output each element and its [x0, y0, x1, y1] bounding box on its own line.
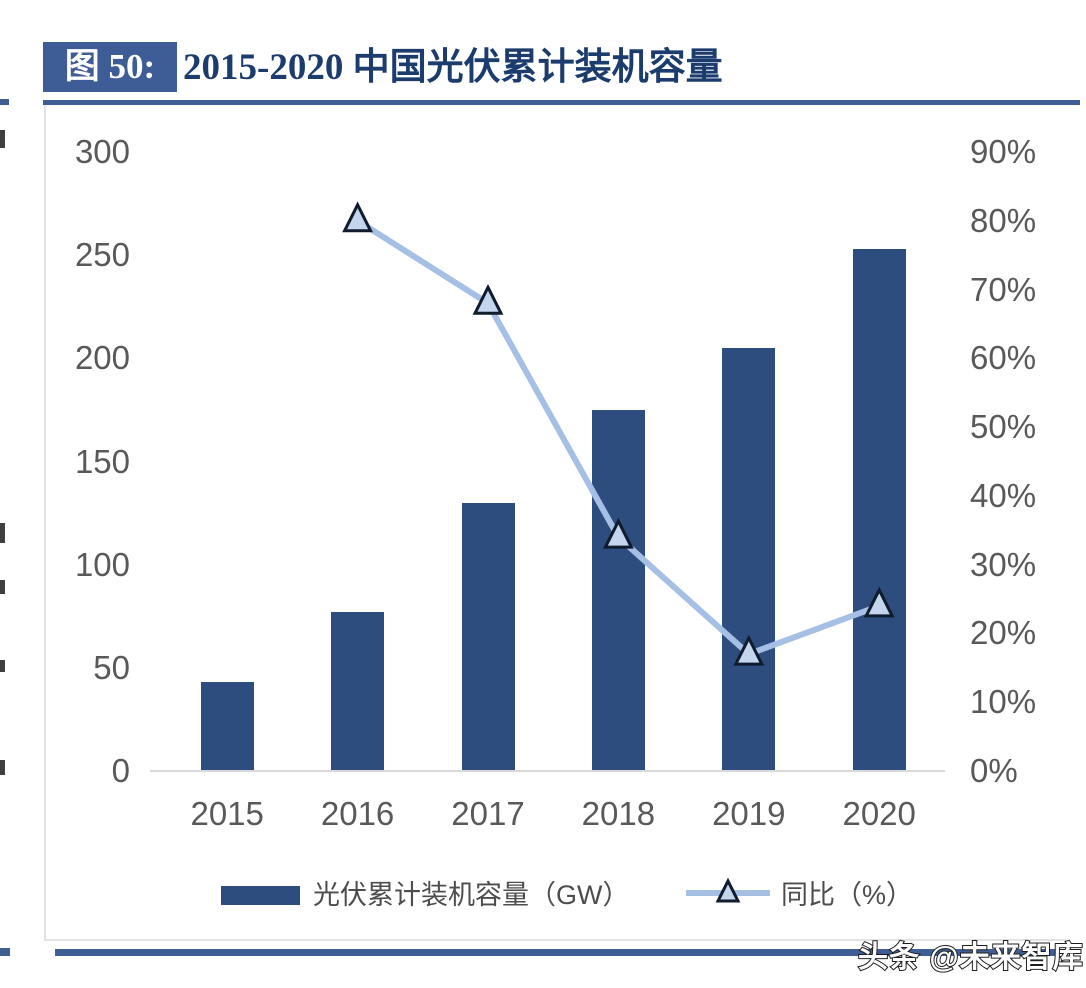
left-edge-text-fragment: [0, 130, 5, 148]
x-axis-label-2017: 2017: [451, 795, 525, 832]
left-edge-rule-fragment: [0, 99, 9, 105]
left-axis-tick-300: 300: [74, 133, 130, 170]
bar-2017: [461, 502, 515, 771]
watermark-toutiao: 头条 @未来智库: [857, 940, 1084, 975]
left-edge-text-fragment: [0, 760, 5, 775]
left-axis-tick-200: 200: [74, 339, 130, 377]
figure-number-badge: 图 50:: [43, 42, 177, 92]
left-edge-bottom-rule-fragment: [0, 948, 10, 956]
right-axis-tick-10%: 10%: [970, 683, 1037, 721]
legend-bar-swatch: [221, 886, 300, 905]
right-axis-tick-70%: 70%: [970, 270, 1037, 308]
x-axis-label-2020: 2020: [842, 795, 916, 832]
left-axis-tick-50: 50: [93, 648, 130, 686]
right-axis-tick-80%: 80%: [970, 201, 1037, 239]
legend-label-capacity: 光伏累计装机容量（GW）: [313, 880, 630, 910]
bar-2019: [722, 348, 776, 771]
growth-marker-2: [472, 283, 504, 315]
right-axis-tick-90%: 90%: [970, 133, 1037, 170]
bar-2020: [852, 248, 906, 771]
left-axis-tick-150: 150: [74, 442, 130, 480]
x-axis-label-2019: 2019: [712, 795, 786, 832]
chart-frame-left-border: [44, 105, 46, 940]
right-axis-tick-40%: 40%: [970, 476, 1037, 514]
legend-triangle-marker: [715, 877, 741, 903]
left-edge-text-fragment: [0, 660, 5, 672]
right-axis-tick-0%: 0%: [970, 752, 1018, 789]
right-axis-tick-60%: 60%: [970, 339, 1037, 377]
left-axis-tick-100: 100: [74, 545, 130, 583]
x-axis-label-2016: 2016: [320, 795, 395, 832]
x-axis-label-2015: 2015: [190, 795, 264, 832]
figure-title: 2015-2020 中国光伏累计装机容量: [183, 47, 723, 88]
left-axis-tick-0: 0: [111, 752, 130, 789]
left-edge-text-fragment: [0, 580, 5, 594]
bar-2015: [200, 682, 254, 771]
x-axis-label-2018: 2018: [581, 795, 656, 832]
bar-2018: [591, 409, 645, 771]
bottom-rule: [55, 949, 1059, 956]
right-axis-tick-30%: 30%: [970, 545, 1037, 583]
left-edge-text-fragment: [0, 523, 5, 543]
right-axis-tick-50%: 50%: [970, 408, 1037, 446]
title-underline-rule: [43, 100, 1080, 105]
legend-label-growth: 同比（%）: [781, 880, 914, 910]
growth-marker-1: [342, 201, 374, 233]
chart-frame-bottom-border: [44, 939, 1066, 941]
right-axis-tick-20%: 20%: [970, 614, 1037, 652]
x-axis-line: [150, 770, 945, 772]
bar-2016: [331, 612, 385, 771]
left-axis-tick-250: 250: [74, 236, 130, 274]
